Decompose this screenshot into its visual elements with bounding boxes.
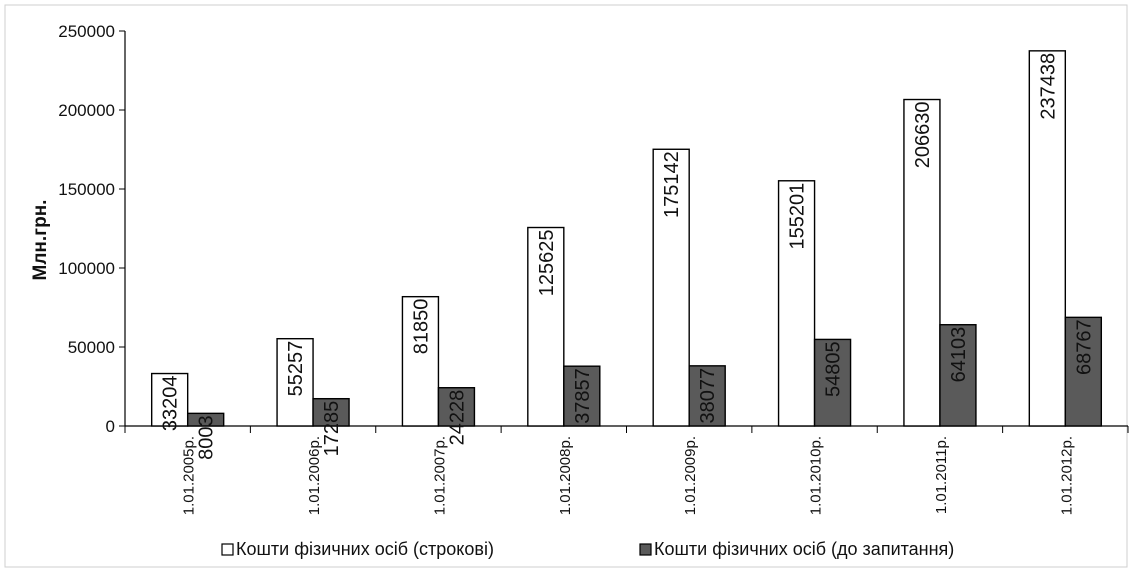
y-tick-label: 250000 — [58, 22, 115, 41]
y-axis-label: Млн.грн. — [30, 200, 51, 281]
data-label: 24228 — [446, 390, 468, 446]
legend-label: Кошти фізичних осіб (строкові) — [236, 539, 494, 559]
y-tick-label: 100000 — [58, 259, 115, 278]
legend-swatch — [221, 543, 234, 556]
bar-demand — [688, 365, 726, 427]
bar-demand — [186, 412, 225, 427]
data-label: 155201 — [787, 183, 809, 250]
legend: Кошти фізичних осіб (строкові) Кошти фізи… — [221, 539, 954, 559]
data-label: 37857 — [572, 368, 594, 424]
bar-term — [150, 372, 189, 427]
data-label: 81850 — [410, 299, 432, 355]
y-tick-label: 50000 — [68, 338, 115, 357]
y-tick-label: 200000 — [58, 101, 115, 120]
data-label: 175142 — [661, 151, 683, 218]
bar-term — [276, 337, 314, 427]
data-label: 33204 — [160, 376, 182, 432]
data-label: 125625 — [536, 230, 558, 297]
bar-term — [1028, 50, 1067, 427]
bar-demand — [1064, 316, 1103, 427]
bar-term — [903, 98, 941, 427]
x-tick-label: 1.01.2012р. — [1058, 436, 1075, 515]
bar-term — [652, 148, 690, 427]
bar-demand — [939, 324, 977, 427]
y-tick-label: 150000 — [58, 180, 115, 199]
legend-swatch — [639, 543, 652, 556]
bar-term — [401, 295, 440, 427]
x-tick-label: 1.01.2009р. — [682, 436, 699, 515]
data-label: 54805 — [823, 341, 845, 397]
y-tick-label: 0 — [106, 417, 115, 436]
data-label: 8003 — [196, 415, 218, 460]
data-label: 206630 — [912, 102, 934, 169]
bar-demand — [813, 338, 852, 427]
bars-group: 33204 55257 81850 125625 175142 155201 206630 2… — [150, 50, 1103, 460]
data-label: 55257 — [285, 341, 307, 397]
x-tick-label: 1.01.2007р. — [431, 436, 448, 515]
x-tick-label: 1.01.2008р. — [557, 436, 574, 515]
y-axis: 0 50000 100000 150000 200000 250000 — [58, 22, 126, 436]
x-tick-label: 1.01.2010р. — [808, 436, 825, 515]
data-label: 64103 — [948, 327, 970, 383]
x-tick-label: 1.01.2005р. — [181, 436, 198, 515]
data-label: 38077 — [697, 368, 719, 424]
data-label: 68767 — [1073, 319, 1095, 375]
x-tick-label: 1.01.2011р. — [933, 436, 950, 514]
bar-demand — [563, 365, 601, 427]
data-label: 17285 — [321, 401, 343, 457]
x-tick-label: 1.01.2006р. — [306, 436, 323, 515]
bar-term — [527, 226, 565, 427]
bar-term — [777, 180, 816, 427]
legend-label: Кошти фізичних осіб (до запитання) — [654, 539, 954, 559]
bar-demand — [437, 387, 476, 427]
data-label: 237438 — [1037, 53, 1059, 120]
bar-demand — [312, 397, 350, 427]
